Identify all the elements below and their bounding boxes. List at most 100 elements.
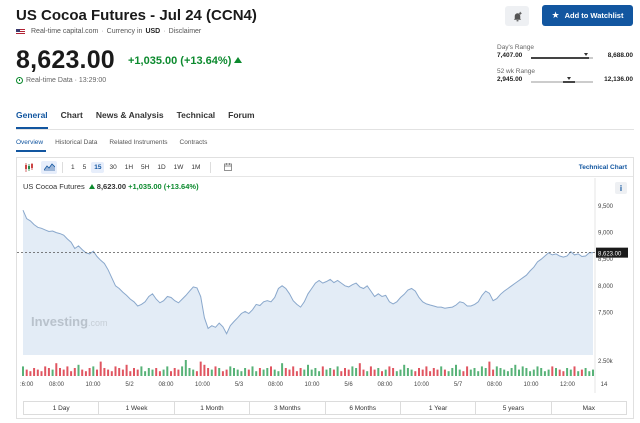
realtime-status: Real-time Data · 13:29:00	[16, 77, 106, 84]
range-3-months[interactable]: 3 Months	[250, 402, 326, 414]
range-1-week[interactable]: 1 Week	[99, 402, 175, 414]
range-6-months[interactable]: 6 Months	[326, 402, 401, 414]
up-arrow-icon	[234, 57, 243, 63]
candlestick-icon	[25, 162, 33, 172]
interval-1m[interactable]: 1M	[191, 163, 201, 171]
volume-bar	[384, 369, 387, 376]
tab-chart[interactable]: Chart	[60, 110, 83, 120]
chart-legend: US Cocoa Futures 8,623.00 +1,035.00 (+13…	[23, 182, 199, 191]
x-tick-label: :6:00	[20, 382, 34, 388]
star-icon: ★	[551, 10, 560, 20]
volume-bar	[366, 371, 369, 376]
volume-bar	[73, 368, 76, 376]
volume-bar	[207, 368, 210, 376]
interval-15[interactable]: 15	[91, 161, 105, 173]
volume-bar	[162, 369, 165, 376]
volume-bar	[558, 369, 561, 376]
range-5-years[interactable]: 5 years	[476, 402, 552, 414]
price-chart[interactable]: Investing .com 8,623.00 7,500 8,000 8,500 9,00…	[17, 178, 633, 400]
interval-5h[interactable]: 5H	[141, 163, 150, 171]
candlestick-chart-button[interactable]	[21, 161, 37, 174]
volume-bar	[170, 371, 172, 376]
x-tick-label: 12:00	[560, 382, 576, 388]
y-tick-label: 9,500	[598, 204, 614, 210]
interval-1d[interactable]: 1D	[157, 163, 166, 171]
range-1-day[interactable]: 1 Day	[24, 402, 100, 414]
active-subtab-indicator	[16, 150, 46, 152]
volume-bar	[225, 369, 228, 376]
volume-bar	[236, 369, 239, 376]
interval-1h[interactable]: 1H	[124, 163, 134, 171]
volume-bar	[92, 366, 95, 376]
tab-technical[interactable]: Technical	[176, 110, 216, 120]
disclaimer-link[interactable]: Disclaimer	[168, 28, 202, 35]
volume-bar	[421, 369, 424, 376]
calendar-icon	[224, 163, 233, 171]
subtab-historical-data[interactable]: Historical Data	[55, 139, 98, 146]
technical-chart-link[interactable]: Technical Chart	[578, 164, 627, 171]
x-tick-label: 10:00	[85, 382, 101, 388]
x-tick-label: 14	[601, 382, 608, 388]
week52-range: 52 wk Range 2,945.00 12,136.00	[497, 68, 633, 83]
alert-button[interactable]	[505, 6, 529, 26]
volume-bar	[462, 371, 465, 376]
volume-bar	[210, 369, 213, 376]
volume-bar	[177, 369, 180, 376]
volume-bar	[436, 369, 439, 376]
range-max[interactable]: Max	[582, 404, 595, 412]
tab-forum[interactable]: Forum	[228, 110, 255, 120]
volume-bar	[129, 371, 132, 376]
x-tick-label: 5/2	[125, 382, 134, 388]
volume-bar	[184, 360, 187, 376]
volume-bar	[40, 371, 43, 376]
area-chart-button[interactable]	[41, 160, 57, 174]
volume-bar	[284, 368, 287, 376]
volume-bar	[318, 371, 321, 376]
volume-bar	[358, 363, 361, 376]
volume-bar	[321, 366, 324, 376]
tab-general[interactable]: General	[16, 110, 48, 120]
volume-bar	[266, 368, 269, 376]
volume-bar	[514, 364, 517, 376]
volume-bar	[344, 368, 346, 376]
volume-bar	[199, 361, 202, 376]
chart-info-button[interactable]: i	[615, 182, 627, 194]
subtab-overview[interactable]: Overview	[16, 139, 44, 146]
volume-bar	[314, 368, 317, 376]
sub-tabs: Overview Historical Data Related Instrum…	[16, 139, 207, 146]
volume-bar	[244, 368, 247, 376]
volume-bar	[340, 371, 343, 376]
volume-bar	[447, 371, 450, 376]
volume-bar	[440, 366, 443, 376]
subtab-contracts[interactable]: Contracts	[179, 139, 208, 146]
volume-bar	[203, 364, 206, 376]
volume-bar	[125, 364, 128, 376]
interval-1w[interactable]: 1W	[173, 163, 184, 171]
x-tick-label: 08:00	[487, 382, 503, 388]
volume-bar	[192, 369, 195, 376]
volume-bar	[569, 369, 572, 376]
interval-1[interactable]: 1	[71, 163, 75, 171]
add-to-watchlist-button[interactable]: ★ Add to Watchlist	[542, 5, 633, 26]
volume-bar	[181, 366, 184, 376]
calendar-button[interactable]	[220, 161, 236, 174]
days-range-low: 7,407.00	[497, 52, 523, 59]
volume-bar	[525, 368, 528, 376]
x-tick-label: 5/6	[344, 382, 353, 388]
current-price-tag	[596, 247, 628, 258]
volume-axis-label: 2.50k	[598, 359, 614, 365]
interval-30[interactable]: 30	[109, 163, 117, 171]
subtab-related-instruments[interactable]: Related Instruments	[109, 139, 168, 146]
range-1-month[interactable]: 1 Month	[175, 402, 251, 414]
range-1-year[interactable]: 1 Year	[401, 402, 477, 414]
volume-bar	[273, 369, 276, 376]
volume-bar	[303, 369, 306, 376]
volume-bar	[403, 364, 406, 376]
volume-bar	[299, 368, 302, 376]
volume-bar	[214, 366, 217, 376]
volume-bar	[429, 371, 432, 376]
tab-news-analysis[interactable]: News & Analysis	[95, 110, 164, 120]
instrument-meta: Real-time capital.com · Currency in USD …	[16, 28, 201, 35]
volume-bar	[277, 371, 280, 376]
interval-5[interactable]: 5	[82, 163, 87, 171]
